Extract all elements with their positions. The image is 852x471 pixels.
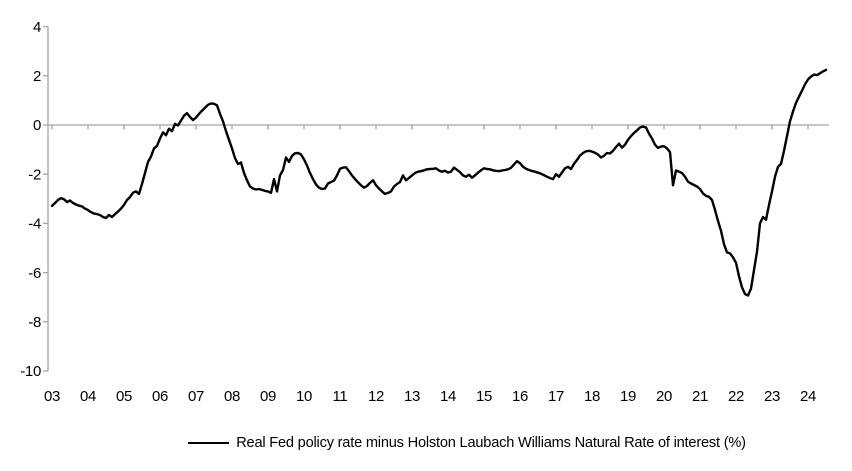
x-tick-label: 16 [512, 388, 528, 405]
x-tick-label: 14 [440, 388, 456, 405]
y-tick-label: -4 [28, 216, 41, 233]
legend-label: Real Fed policy rate minus Holston Lauba… [236, 435, 746, 451]
x-tick-label: 23 [764, 388, 780, 405]
y-tick-label: 4 [33, 19, 41, 36]
y-tick-label: 2 [33, 68, 41, 85]
x-tick-label: 22 [728, 388, 744, 405]
legend: Real Fed policy rate minus Holston Lauba… [41, 431, 852, 455]
x-axis-tick-labels: 03 04 05 06 07 08 09 10 11 12 13 14 15 16 17 18 19 20 21 22… [44, 388, 816, 405]
x-tick-label: 12 [368, 388, 384, 405]
x-tick-label: 11 [333, 388, 348, 405]
x-tick-label: 03 [44, 388, 60, 405]
y-tick-label: -10 [20, 363, 41, 380]
x-tick-label: 19 [620, 388, 636, 405]
x-tick-label: 24 [800, 388, 816, 405]
y-tick-label: 0 [33, 117, 41, 134]
x-tick-label: 21 [692, 388, 708, 405]
x-tick-label: 04 [80, 388, 96, 405]
x-tick-label: 09 [260, 388, 276, 405]
x-tick-label: 18 [584, 388, 600, 405]
x-tick-label: 20 [656, 388, 672, 405]
y-axis-ticks [43, 25, 48, 372]
y-axis-tick-labels: 4 2 0 -2 -4 -6 -8 -10 [20, 19, 41, 380]
y-tick-label: -6 [28, 265, 41, 282]
y-tick-label: -2 [28, 166, 41, 183]
series-line [50, 68, 828, 297]
x-tick-label: 15 [476, 388, 492, 405]
x-axis-ticks [51, 125, 809, 130]
x-tick-label: 08 [224, 388, 240, 405]
x-tick-label: 07 [188, 388, 204, 405]
x-tick-label: 06 [152, 388, 168, 405]
y-tick-label: -8 [28, 314, 41, 331]
x-tick-label: 05 [116, 388, 132, 405]
x-tick-label: 17 [548, 388, 564, 405]
x-tick-label: 13 [404, 388, 420, 405]
legend-line-swatch [188, 442, 230, 444]
x-tick-label: 10 [296, 388, 312, 405]
